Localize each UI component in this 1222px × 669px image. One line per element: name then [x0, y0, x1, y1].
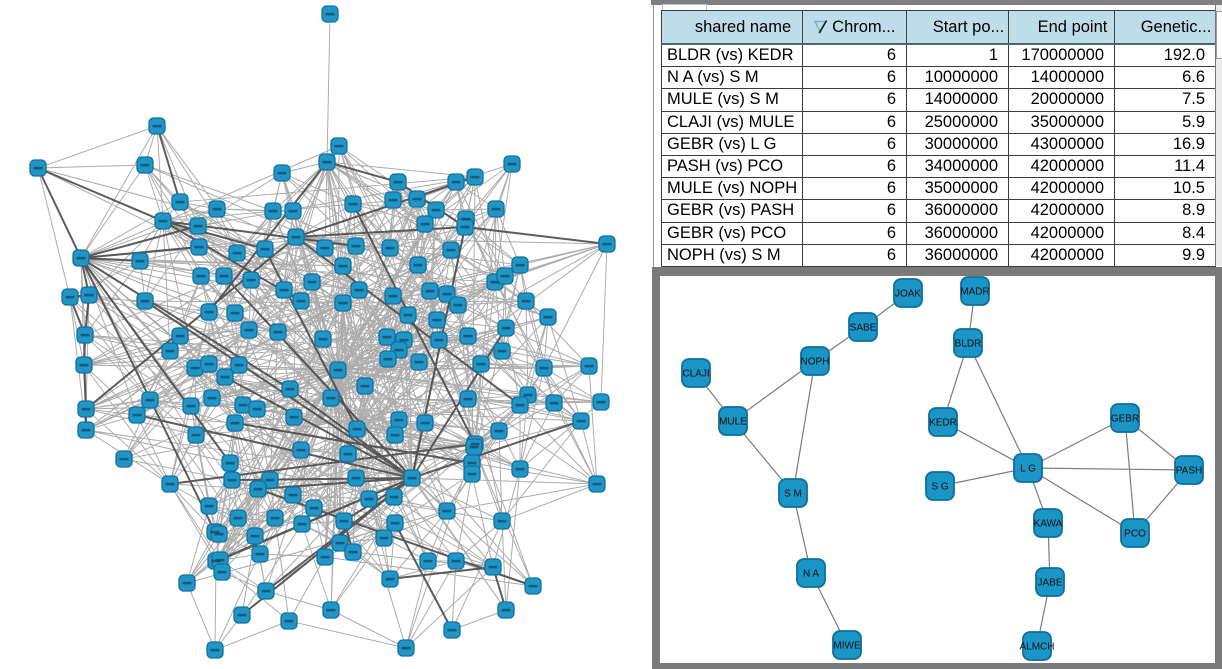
svg-text:BLDR: BLDR [955, 339, 982, 350]
svg-text:MADR: MADR [960, 287, 989, 298]
svg-text:PASH: PASH [1176, 466, 1203, 477]
svg-text:L G: L G [1020, 464, 1036, 475]
svg-text:N A: N A [803, 569, 819, 580]
svg-text:GEBR: GEBR [1111, 414, 1139, 425]
svg-text:JABE: JABE [1037, 578, 1062, 589]
svg-text:SABE: SABE [850, 323, 877, 334]
svg-text:ALMCH: ALMCH [1019, 642, 1054, 653]
svg-text:JOAK: JOAK [895, 289, 921, 300]
svg-text:CLAJI: CLAJI [682, 369, 709, 380]
svg-text:PCO: PCO [1124, 529, 1146, 540]
svg-text:S M: S M [784, 489, 802, 500]
svg-text:KAWA: KAWA [1034, 519, 1063, 530]
svg-text:S G: S G [931, 482, 948, 493]
svg-text:MIWE: MIWE [833, 641, 861, 652]
svg-text:MULE: MULE [719, 417, 747, 428]
svg-text:KEDR: KEDR [929, 418, 957, 429]
svg-text:NOPH: NOPH [801, 357, 830, 368]
